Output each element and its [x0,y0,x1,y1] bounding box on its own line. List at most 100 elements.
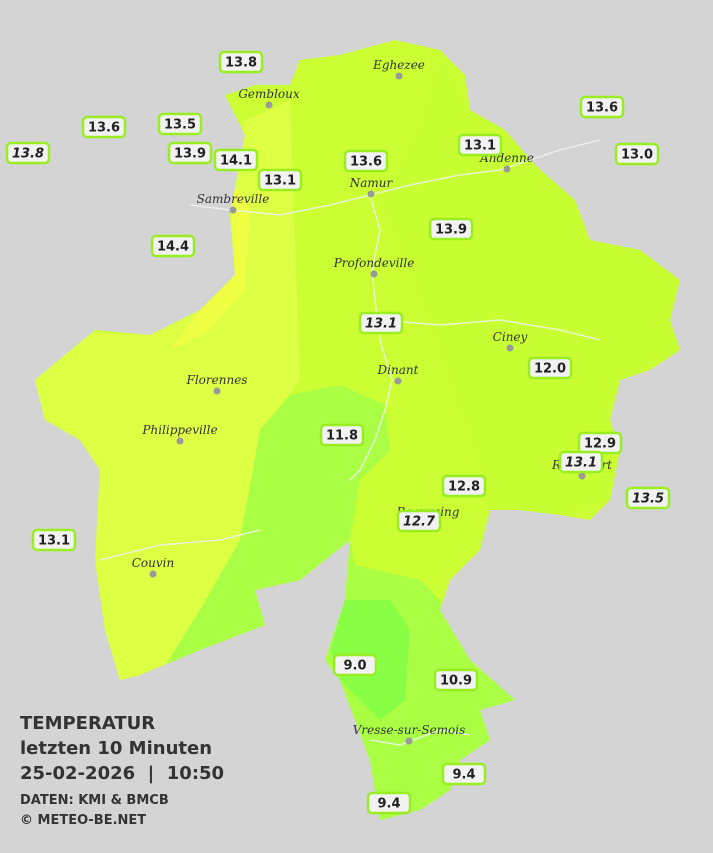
station-value: 13.5 [164,118,196,133]
station-box [527,356,573,380]
station-value: 13.1 [264,174,296,189]
station-box [150,234,196,258]
station-box [157,112,203,136]
city-label: Vresse-sur-Semois [353,723,466,737]
rivers [99,139,601,746]
station: 13.6 [579,95,625,119]
station: 12.0 [527,356,573,380]
station: 9.0 [332,653,378,677]
station: 13.8 [218,50,264,74]
station-box [396,509,442,533]
station: 13.9 [428,217,474,241]
source: DATEN: KMI & BMCB [20,793,169,808]
station: 13.6 [343,149,389,173]
city-dot [265,101,273,109]
station-box [558,450,604,474]
station-box [319,423,365,447]
subtitle: letzten 10 Minuten [20,738,212,759]
station-box [332,653,378,677]
stations: 13.8 13.6 13.5 13.8 13.9 14.1 13.1 13.6 13.1 13.6… [5,50,671,815]
station-box [457,133,503,157]
station-value: 9.4 [452,768,475,783]
station: 10.9 [433,668,479,692]
station: 13.0 [614,142,660,166]
station-box [31,528,77,552]
station: 13.9 [167,141,213,165]
station-box [257,168,303,192]
station-value: 13.5 [632,492,664,507]
station-box [358,311,404,335]
station-box [428,217,474,241]
station-value: 9.4 [377,797,400,812]
station: 13.8 [5,141,51,165]
station: 13.1 [257,168,303,192]
city-dot [213,387,221,395]
station-box [213,148,259,172]
city-dot [229,206,237,214]
city-dot [367,190,375,198]
city-dot [176,437,184,445]
city-label: Couvin [132,556,174,570]
city-label: Namur [349,176,394,190]
river [369,729,471,746]
station-value: 13.6 [586,101,618,116]
city-label: Florennes [186,373,248,387]
station-box [441,474,487,498]
timestamp: 25-02-2026 | 10:50 [20,763,224,784]
station-value: 12.7 [403,515,436,530]
station-value: 12.8 [448,480,480,495]
city-dot [405,737,413,745]
station: 12.8 [441,474,487,498]
station-value: 14.4 [157,240,189,255]
title: TEMPERATUR [20,713,155,734]
city-dot [394,377,402,385]
station-box [218,50,264,74]
station-value: 13.0 [621,148,653,163]
station-box [5,141,51,165]
cities: EghezeeGemblouxAndenneNamurSambrevillePr… [132,58,612,745]
city-label: Dinant [377,363,419,377]
station-value: 9.0 [343,659,366,674]
station: 11.8 [319,423,365,447]
city-label: Sambreville [197,192,270,206]
station-box [433,668,479,692]
station: 13.5 [625,486,671,510]
station-value: 13.9 [435,223,467,238]
station-value: 13.1 [464,139,496,154]
station: 14.1 [213,148,259,172]
station-box [167,141,213,165]
station-value: 13.6 [350,155,382,170]
station-value: 12.9 [584,437,616,452]
city-dot [503,165,511,173]
city-dot [395,72,403,80]
station: 13.1 [457,133,503,157]
station-box [579,95,625,119]
city-label: Profondeville [333,256,415,270]
station: 13.1 [558,450,604,474]
city-dot [149,570,157,578]
river [379,319,601,341]
city-dot [506,344,514,352]
station: 13.5 [157,112,203,136]
city-dot [578,472,586,480]
river [99,529,261,561]
city-label: Gembloux [238,87,300,101]
station: 14.4 [150,234,196,258]
city-label: Ciney [493,330,528,344]
station-value: 11.8 [326,429,358,444]
station-value: 13.1 [38,534,70,549]
station: 13.1 [358,311,404,335]
station: 13.1 [31,528,77,552]
station-value: 13.9 [174,147,206,162]
river [189,139,601,216]
station: 9.4 [441,762,487,786]
station-value: 13.8 [12,147,44,162]
station-box [441,762,487,786]
station-value: 13.8 [225,56,257,71]
station-box [81,115,127,139]
station: 12.7 [396,509,442,533]
zone [380,50,680,515]
river [349,194,393,481]
station-value: 13.1 [365,317,397,332]
